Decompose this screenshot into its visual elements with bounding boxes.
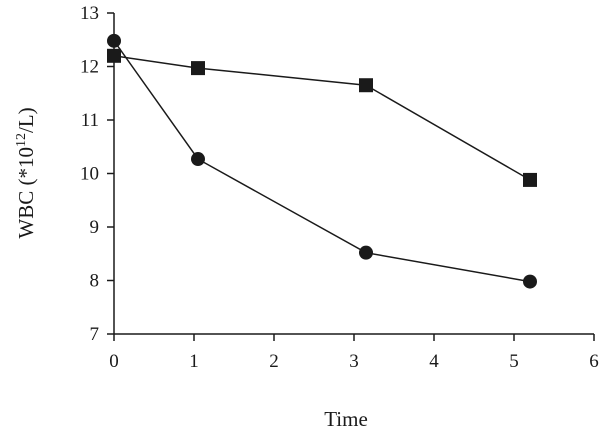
y-tick-label: 12 bbox=[80, 57, 99, 78]
data-point-circle bbox=[191, 152, 205, 167]
data-point-circle bbox=[359, 245, 373, 260]
x-tick-label: 4 bbox=[429, 351, 439, 372]
data-point-square bbox=[359, 78, 373, 93]
x-tick-label: 2 bbox=[269, 351, 279, 372]
x-tick-label: 6 bbox=[589, 351, 599, 372]
y-tick-label: 9 bbox=[90, 217, 100, 238]
series-line-square bbox=[113, 55, 531, 181]
data-point-square bbox=[523, 172, 537, 187]
series-circle bbox=[107, 33, 537, 289]
y-axis-title: WBC (*1012/L) bbox=[14, 107, 38, 238]
axes bbox=[113, 13, 594, 335]
x-tick-label: 5 bbox=[509, 351, 519, 372]
series-square bbox=[107, 48, 537, 187]
x-axis-title: Time bbox=[324, 407, 368, 431]
data-point-square bbox=[107, 48, 121, 63]
y-axis-title-main: WBC (*10 bbox=[14, 147, 38, 239]
x-tick-label: 1 bbox=[189, 351, 199, 372]
y-tick-label: 8 bbox=[90, 271, 100, 292]
y-tick-label: 10 bbox=[80, 164, 99, 185]
y-tick-label: 11 bbox=[81, 110, 99, 131]
data-point-circle bbox=[107, 33, 121, 48]
data-point-square bbox=[191, 61, 205, 76]
y-tick-label: 7 bbox=[90, 324, 100, 345]
series-line-circle bbox=[113, 40, 531, 283]
x-tick-label: 3 bbox=[349, 351, 359, 372]
y-axis-title-tail: /L) bbox=[14, 107, 38, 133]
x-tick-label: 0 bbox=[109, 351, 119, 372]
y-axis-title-superscript: 12 bbox=[14, 133, 29, 147]
series bbox=[107, 33, 537, 289]
y-tick-label: 13 bbox=[80, 3, 99, 24]
data-point-circle bbox=[523, 274, 537, 289]
